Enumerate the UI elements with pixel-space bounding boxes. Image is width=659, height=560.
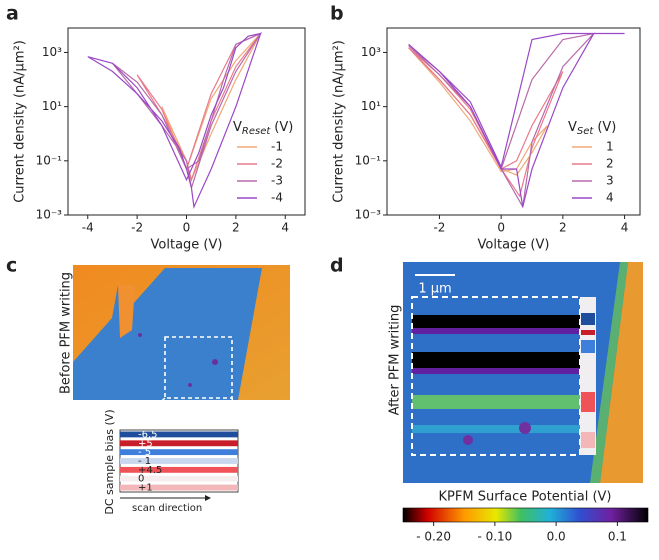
panel-letter: b xyxy=(330,3,344,25)
kpfm-image-after xyxy=(403,262,643,483)
bias-label: DC sample bias (V) xyxy=(103,409,116,514)
y-tick-label: 10¹ xyxy=(361,99,381,113)
y-tick-label: 10⁻³ xyxy=(36,208,63,222)
x-tick-label: 4 xyxy=(281,221,289,235)
pfm-image-before xyxy=(73,265,290,431)
bias-value: 0 xyxy=(138,474,144,485)
colorbar-tick-label: - 0.10 xyxy=(477,530,512,544)
bias-stripe xyxy=(120,475,238,482)
y-tick-label: 10¹ xyxy=(42,99,62,113)
bias-stripe xyxy=(120,431,238,438)
legend-label: -1 xyxy=(271,140,283,154)
legend-title-part: V xyxy=(568,120,577,135)
legend-title-part: Reset xyxy=(242,126,271,137)
x-tick-label: -4 xyxy=(82,221,94,235)
bias-stripe xyxy=(120,484,238,491)
y-tick-label: 10⁻¹ xyxy=(36,153,63,167)
legend-label: 3 xyxy=(606,174,614,188)
colorbar-label: KPFM Surface Potential (V) xyxy=(439,490,612,505)
y-tick-label: 10⁻¹ xyxy=(355,153,382,167)
colorbar-tick-label: 0.1 xyxy=(608,530,627,544)
bias-stripe xyxy=(120,458,238,464)
x-axis-label: Voltage (V) xyxy=(478,238,550,253)
x-tick-label: 0 xyxy=(497,221,505,235)
curve xyxy=(408,47,548,176)
y-axis-label: Current density (nA/μm²) xyxy=(13,40,28,203)
legend-title: VSet (V) xyxy=(568,120,616,138)
bias-value: - 1 xyxy=(138,456,151,467)
legend-label: -2 xyxy=(271,157,283,171)
bias-value: +4.5 xyxy=(138,465,162,476)
scan-label: scan direction xyxy=(132,503,202,514)
panel-letter: a xyxy=(6,3,19,25)
bias-legend: -6.5+5- 5- 1+4.50+1 xyxy=(119,429,239,494)
legend-title-part: V xyxy=(233,120,242,135)
bias-value: - 5 xyxy=(138,447,151,458)
bias-value: +5 xyxy=(138,438,153,449)
y-axis-label: Before PFM writing xyxy=(59,272,74,394)
bias-value: -6.5 xyxy=(138,429,158,440)
scan-arrow-head xyxy=(205,495,211,501)
bias-stripe xyxy=(120,440,238,447)
y-tick-label: 10⁻³ xyxy=(355,208,382,222)
legend-label: 2 xyxy=(606,157,614,171)
legend-label: 1 xyxy=(606,140,614,154)
legend-label: -4 xyxy=(271,191,283,205)
x-tick-label: -2 xyxy=(131,221,143,235)
legend-label: 4 xyxy=(606,191,614,205)
x-tick-label: 0 xyxy=(183,221,191,235)
curve xyxy=(87,32,262,210)
x-tick-label: 2 xyxy=(559,221,567,235)
plot-frame xyxy=(67,27,306,216)
x-tick-label: 2 xyxy=(232,221,240,235)
panel-letter: d xyxy=(330,255,344,277)
x-tick-label: -2 xyxy=(433,221,445,235)
bias-value: +1 xyxy=(138,483,153,494)
bias-stripe xyxy=(120,449,238,456)
y-axis-label: After PFM writing xyxy=(388,305,403,416)
y-axis-label: Current density (nA/μm²) xyxy=(332,40,347,203)
legend-label: -3 xyxy=(271,174,283,188)
legend-title-part: (V) xyxy=(274,120,293,135)
colorbar xyxy=(402,507,649,523)
bias-stripe xyxy=(120,466,238,473)
curve xyxy=(408,32,596,209)
scale-bar-label: 5 μm xyxy=(97,408,130,423)
scale-bar-label: 1 μm xyxy=(418,282,451,297)
panel-letter: c xyxy=(6,255,17,277)
y-tick-label: 10³ xyxy=(361,45,381,59)
legend-title-part: (V) xyxy=(597,120,616,135)
colorbar-tick-label: - 0.20 xyxy=(416,530,451,544)
x-axis-label: Voltage (V) xyxy=(151,238,223,253)
legend-title: VReset (V) xyxy=(233,120,293,138)
colorbar-tick-label: 0.0 xyxy=(547,530,566,544)
y-tick-label: 10³ xyxy=(42,45,62,59)
legend-title-part: Set xyxy=(577,126,595,137)
curve xyxy=(408,32,625,207)
x-tick-label: 4 xyxy=(621,221,629,235)
curve xyxy=(111,32,263,189)
plot-frame xyxy=(386,27,641,216)
